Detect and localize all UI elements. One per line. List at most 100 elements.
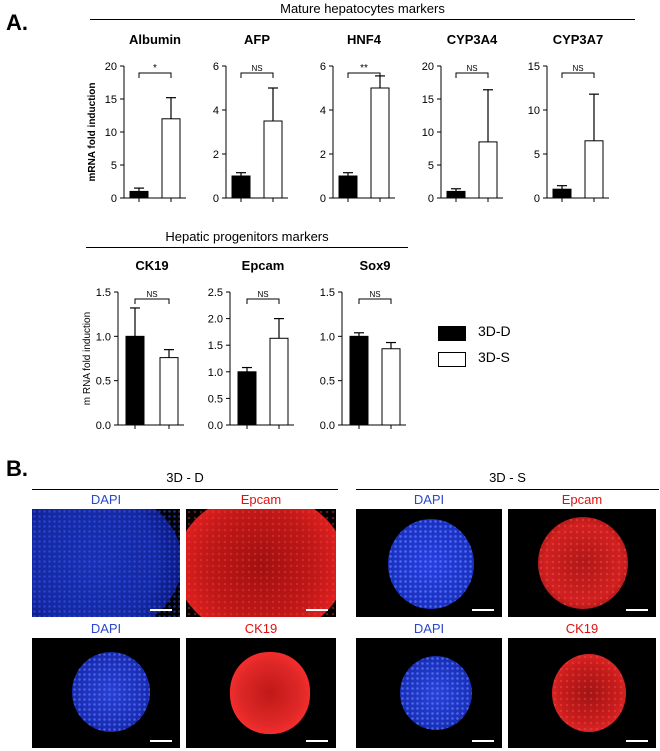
micro-label-ck19-1: CK19 [244,621,278,636]
sox9-chart-title: Sox9 [359,258,390,273]
epcam-bar-3d-s [269,337,289,426]
cyp3a4-bar-3d-s [478,141,498,199]
albumin-bar-3d-d [129,190,149,199]
micro-label-dapi-4: DAPI [413,621,445,636]
micrograph-3d-d-ck19-1 [186,638,336,748]
afp-bar-3d-d [231,175,251,199]
hnf4-y-tick-label: 2 [320,149,326,161]
albumin-y-axis-label: mRNA fold induction [87,82,98,181]
cyp3a4-y-tick-label: 5 [428,160,434,172]
mature-markers-title: Mature hepatocytes markers [280,1,445,16]
legend-label-3d-d: 3D-D [478,323,511,339]
micro-label-epcam-1: Epcam [240,492,282,507]
micro-label-ck19-2: CK19 [565,621,599,636]
albumin-bar-3d-s [161,118,181,199]
ck19-significance-label: NS [146,290,157,299]
legend-swatch-3d-s [438,352,466,367]
albumin-significance-label: * [153,63,157,74]
epcam-y-tick-label: 1.5 [208,340,223,352]
legend-label-3d-s: 3D-S [478,349,510,365]
afp-y-tick-label: 6 [213,61,219,73]
ck19-bar-3d-s [159,357,179,426]
panel-a-letter: A. [6,10,28,35]
ck19-chart-title: CK19 [135,258,168,273]
cyp3a7-chart-title: CYP3A7 [553,32,604,47]
cyp3a7-significance-label: NS [572,64,583,73]
cyp3a7-bar-3d-s [584,140,604,199]
albumin-y-tick-label: 20 [105,61,117,73]
cyp3a7-y-tick-label: 0 [534,193,540,205]
epcam-y-tick-label: 2.0 [208,314,223,326]
afp-bar-3d-s [263,120,283,199]
hnf4-y-tick-label: 4 [320,105,326,117]
legend-swatch-3d-d [438,326,466,341]
cyp3a4-bar-3d-d [446,190,466,199]
hnf4-y-tick-label: 0 [320,193,326,205]
micrograph-right-title: 3D - S [489,470,526,485]
micrograph-3d-s-dapi-2 [356,638,502,748]
cyp3a7-y-tick-label: 15 [528,61,540,73]
ck19-bar-3d-d [125,335,145,426]
ck19-y-tick-label: 1.5 [96,287,111,299]
sox9-significance-bracket [358,298,392,304]
hnf4-bar-3d-s [370,87,390,199]
albumin-y-tick-label: 10 [105,127,117,139]
micrograph-left-rule [32,489,338,490]
micrograph-left-title: 3D - D [166,470,204,485]
ck19-y-axis-label: m RNA fold induction [82,312,93,405]
epcam-significance-bracket [246,298,280,304]
cyp3a7-y-tick-label: 5 [534,149,540,161]
afp-chart-title: AFP [244,32,270,47]
micrograph-3d-s-epcam-1 [508,509,656,617]
micrograph-right-rule [356,489,659,490]
ck19-y-tick-label: 0.0 [96,420,111,432]
epcam-y-tick-label: 0.5 [208,393,223,405]
albumin-chart-title: Albumin [129,32,181,47]
cyp3a4-y-tick-label: 0 [428,193,434,205]
epcam-bar-3d-d [237,371,257,426]
epcam-y-tick-label: 1.0 [208,367,223,379]
progenitor-markers-title: Hepatic progenitors markers [165,229,329,244]
sox9-y-tick-label: 0.5 [320,376,335,388]
ck19-significance-bracket [134,298,170,304]
cyp3a7-bar-3d-d [552,188,572,199]
cyp3a4-significance-bracket [455,72,489,78]
cyp3a4-y-tick-label: 15 [422,94,434,106]
micro-label-dapi-2: DAPI [413,492,445,507]
micrograph-3d-s-ck19-1 [508,638,656,748]
epcam-significance-label: NS [257,290,268,299]
sox9-y-tick-label: 0.0 [320,420,335,432]
epcam-chart-title: Epcam [242,258,285,273]
cyp3a7-y-tick-label: 10 [528,105,540,117]
afp-y-tick-label: 0 [213,193,219,205]
sox9-y-tick-label: 1.0 [320,331,335,343]
cyp3a4-y-tick-label: 10 [422,127,434,139]
legend: 3D-D 3D-S [438,322,548,372]
mature-markers-rule [90,19,635,20]
hnf4-significance-bracket [347,72,381,78]
ck19-y-tick-label: 0.5 [96,376,111,388]
cyp3a4-y-tick-label: 20 [422,61,434,73]
hnf4-bar-3d-d [338,175,358,199]
sox9-significance-label: NS [369,290,380,299]
albumin-y-tick-label: 0 [111,193,117,205]
afp-y-tick-label: 2 [213,149,219,161]
micro-label-epcam-2: Epcam [561,492,603,507]
epcam-y-tick-label: 0.0 [208,420,223,432]
hnf4-y-tick-label: 6 [320,61,326,73]
albumin-y-tick-label: 5 [111,160,117,172]
micro-label-dapi-3: DAPI [90,621,122,636]
micrograph-3d-d-epcam-1 [186,509,336,617]
albumin-significance-bracket [138,72,172,78]
albumin-y-tick-label: 15 [105,94,117,106]
micrograph-3d-s-dapi-1 [356,509,502,617]
afp-y-tick-label: 4 [213,105,219,117]
sox9-bar-3d-s [381,348,401,426]
micrograph-3d-d-dapi-1 [32,509,180,617]
epcam-y-tick-label: 2.5 [208,287,223,299]
sox9-bar-3d-d [349,335,369,426]
afp-significance-label: NS [251,64,262,73]
sox9-y-tick-label: 1.5 [320,287,335,299]
hnf4-significance-label: ** [360,63,368,74]
